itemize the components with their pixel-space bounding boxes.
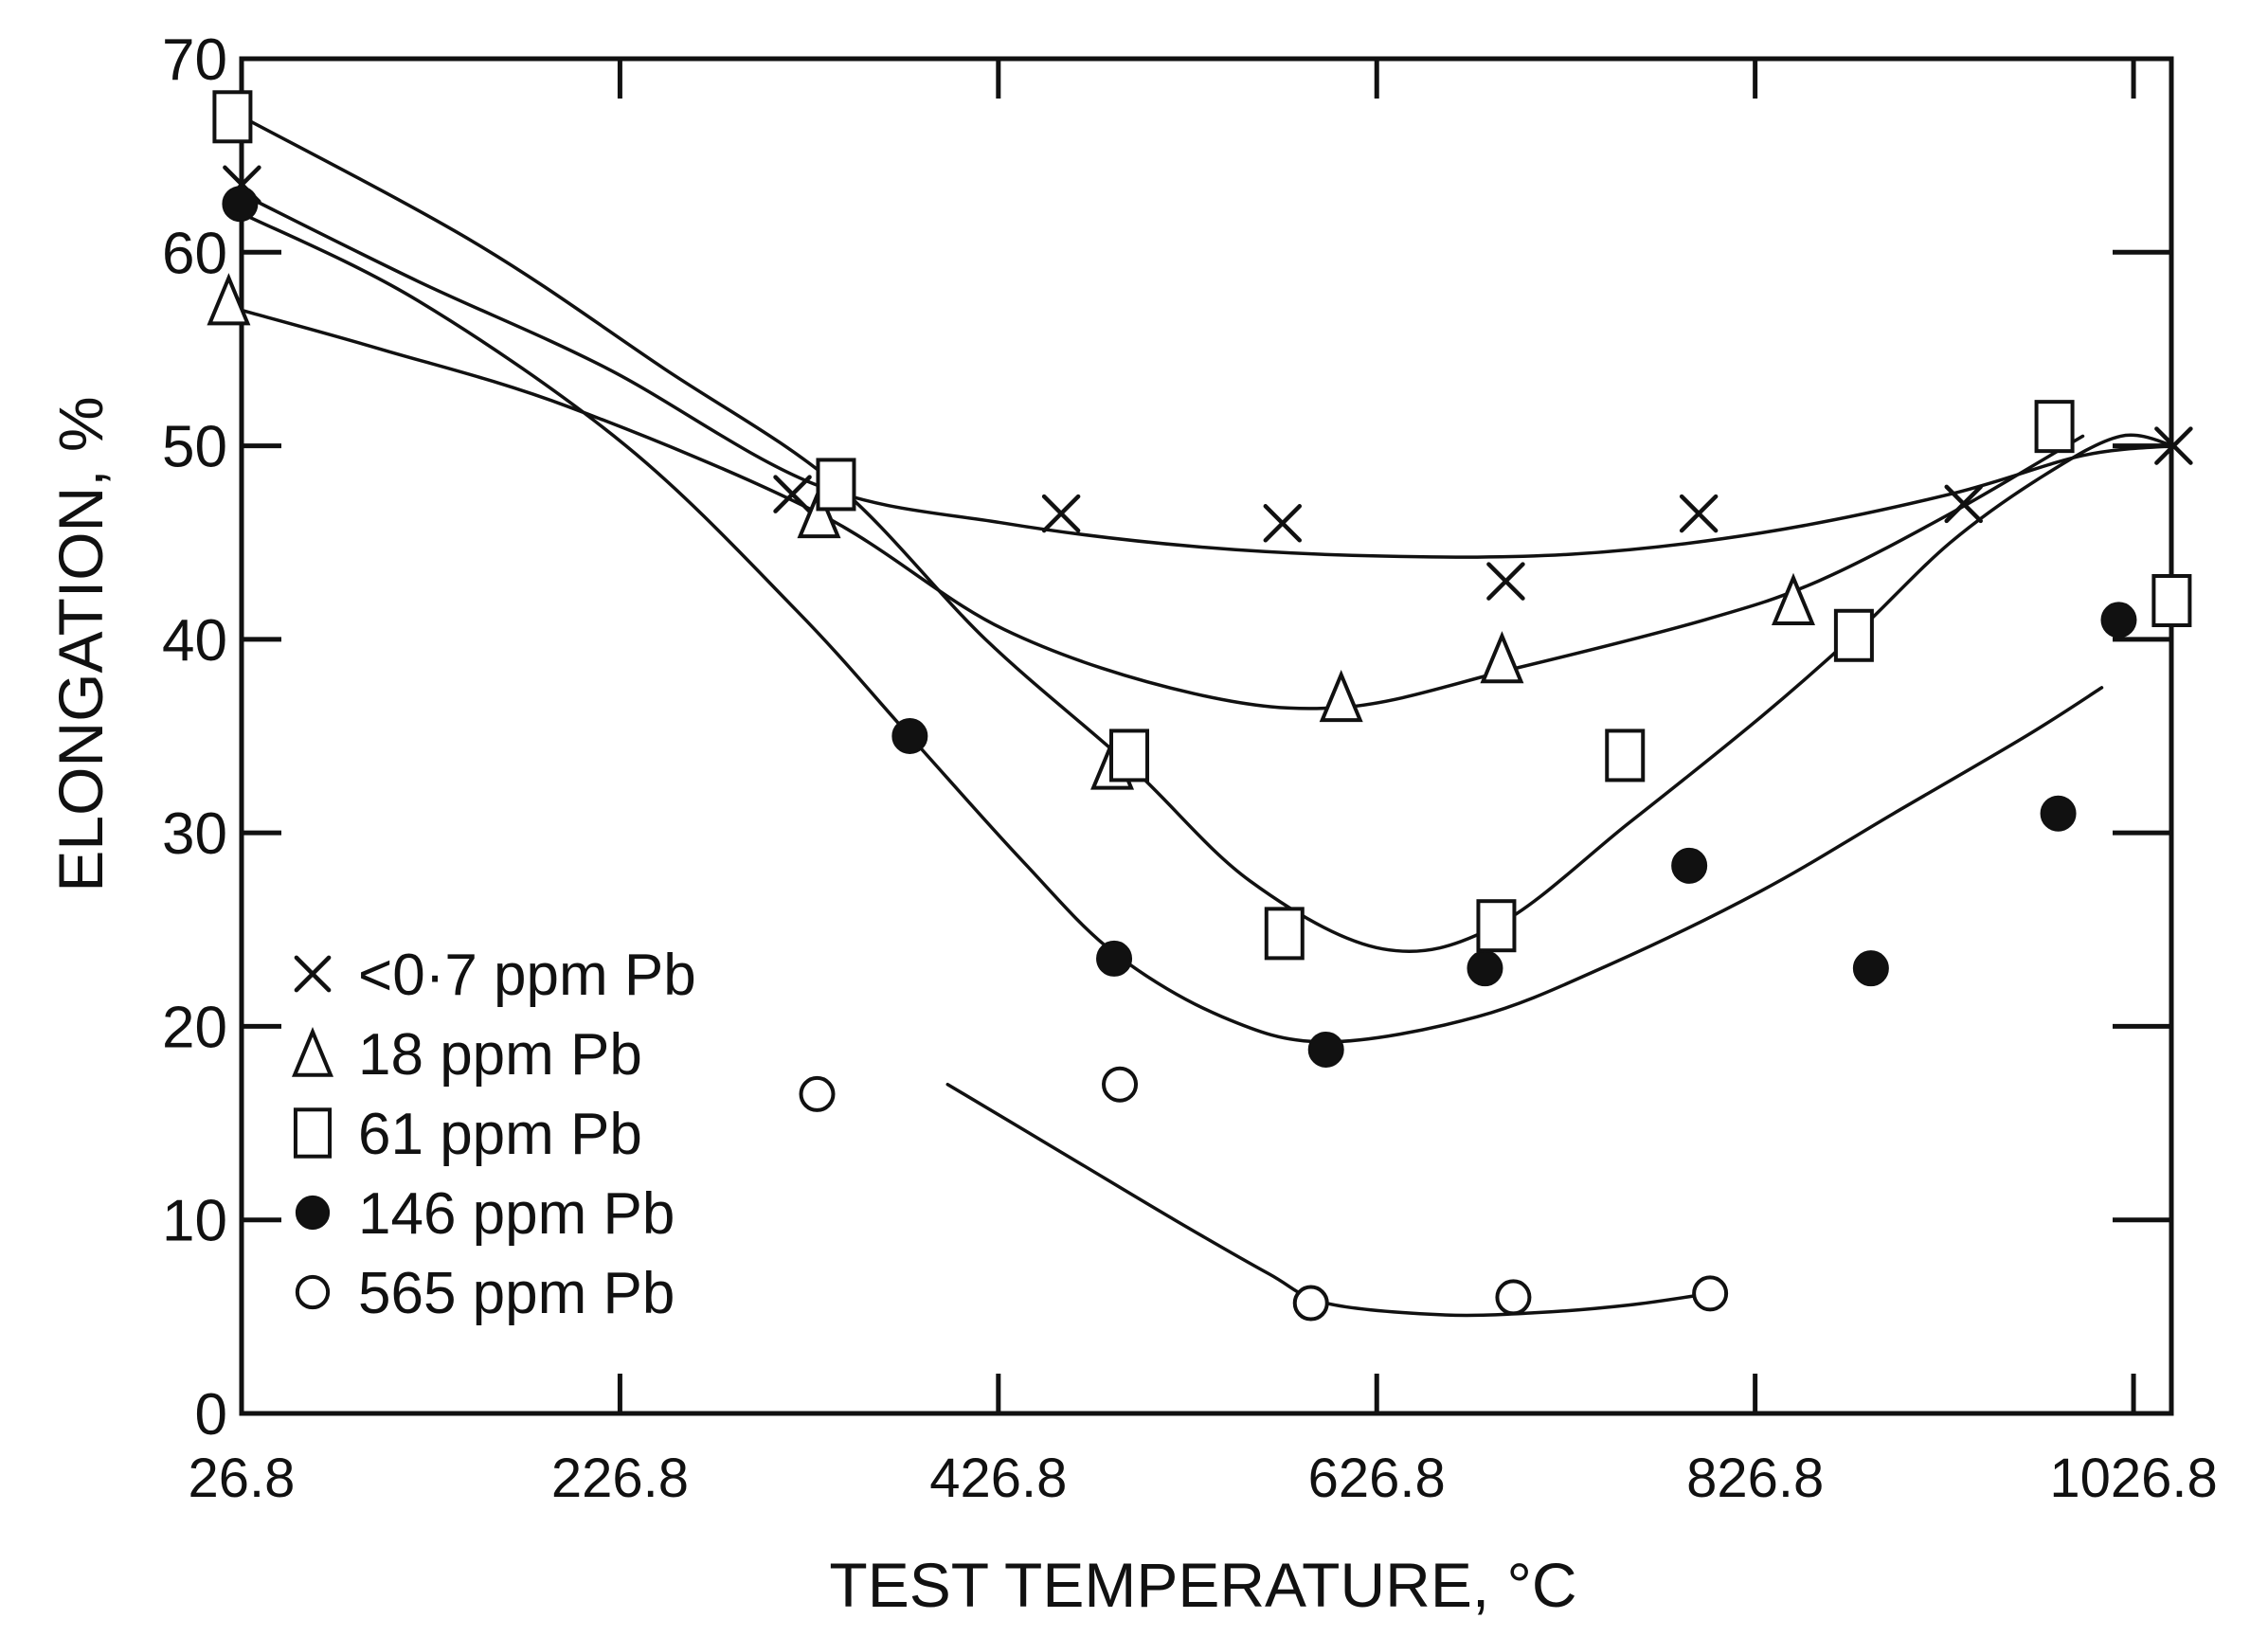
data-point-filled-circle	[1467, 950, 1503, 987]
x-axis-title: TEST TEMPERATURE, °C	[829, 1550, 1576, 1620]
x-tick-labels: 26.8 226.8 426.8 626.8 826.8 1026.8	[189, 1448, 2218, 1509]
data-point-open-circle	[799, 1075, 836, 1112]
data-point-open-circle	[1692, 1275, 1729, 1312]
data-point-cross	[1263, 504, 1303, 543]
data-point-filled-circle	[1671, 847, 1708, 884]
y-tick-label: 0	[195, 1382, 227, 1448]
legend-label: 61 ppm Pb	[358, 1102, 642, 1167]
data-point-cross	[1679, 494, 1719, 533]
legend: <0·7 ppm Pb 18 ppm Pb 61 ppm Pb 146 ppm Pb 5…	[292, 943, 696, 1326]
fit-curve-series-4	[945, 1082, 1712, 1318]
x-tick-label: 626.8	[1308, 1448, 1446, 1509]
data-point-filled-circle	[1307, 1031, 1344, 1068]
data-markers	[207, 90, 2193, 1322]
data-point-square	[1109, 729, 1150, 783]
legend-label: <0·7 ppm Pb	[358, 943, 696, 1008]
legend-square-icon	[293, 1107, 333, 1159]
data-point-triangle	[797, 485, 841, 539]
legend-open-circle-icon	[295, 1274, 331, 1310]
data-point-filled-circle	[1096, 940, 1133, 977]
y-tick-label: 30	[162, 801, 227, 867]
data-point-cross	[773, 475, 812, 513]
data-point-filled-circle	[2040, 795, 2077, 832]
data-point-open-circle	[1102, 1066, 1139, 1103]
plot-frame	[239, 56, 2174, 1416]
data-point-square	[212, 90, 253, 144]
legend-cross-icon	[294, 955, 332, 993]
data-point-cross	[1041, 494, 1081, 533]
data-point-open-circle	[1292, 1285, 1329, 1322]
data-point-square	[816, 458, 856, 512]
fitted-curves	[240, 115, 2176, 1318]
y-tick-label: 40	[162, 608, 227, 674]
data-point-triangle	[1771, 572, 1815, 625]
legend-triangle-icon	[292, 1026, 333, 1077]
legend-filled-circle-icon	[295, 1195, 331, 1231]
data-point-square	[1476, 899, 1517, 953]
data-point-triangle	[1480, 631, 1524, 684]
data-point-filled-circle	[222, 186, 259, 223]
fit-curve-series-1	[240, 308, 2085, 711]
y-axis-title: ELONGATION, %	[45, 396, 116, 891]
data-point-cross	[1486, 562, 1525, 601]
x-tick-label: 26.8	[189, 1448, 296, 1509]
fit-curve-series-0	[240, 192, 2176, 559]
data-point-triangle	[207, 273, 251, 326]
data-point-cross	[2154, 426, 2193, 465]
x-tick-label: 426.8	[929, 1448, 1067, 1509]
legend-label: 18 ppm Pb	[358, 1022, 642, 1088]
legend-label: 565 ppm Pb	[358, 1261, 675, 1326]
data-point-cross	[1944, 484, 1983, 524]
fit-curve-series-3	[240, 211, 2104, 1044]
x-tick-label: 1026.8	[2049, 1448, 2217, 1509]
data-point-triangle	[1319, 669, 1363, 723]
data-point-open-circle	[1495, 1279, 1532, 1316]
fit-curve-series-2	[240, 115, 2176, 954]
y-tick-label: 70	[162, 27, 227, 93]
data-point-square	[1264, 907, 1305, 961]
data-point-square	[2034, 400, 2075, 454]
legend-label: 146 ppm Pb	[358, 1181, 675, 1247]
y-tick-label: 60	[162, 221, 227, 286]
data-point-square	[2151, 574, 2192, 627]
data-point-filled-circle	[2100, 602, 2137, 639]
y-tick-label: 10	[162, 1189, 227, 1254]
data-point-square	[1605, 729, 1646, 783]
y-tick-labels: 0 10 20 30 40 50 60 70	[162, 27, 227, 1448]
data-point-square	[1833, 608, 1874, 662]
data-point-filled-circle	[891, 718, 928, 754]
y-tick-label: 20	[162, 995, 227, 1060]
x-tick-label: 826.8	[1686, 1448, 1824, 1509]
y-tick-label: 50	[162, 415, 227, 480]
x-tick-label: 226.8	[551, 1448, 689, 1509]
data-point-filled-circle	[1852, 950, 1889, 987]
